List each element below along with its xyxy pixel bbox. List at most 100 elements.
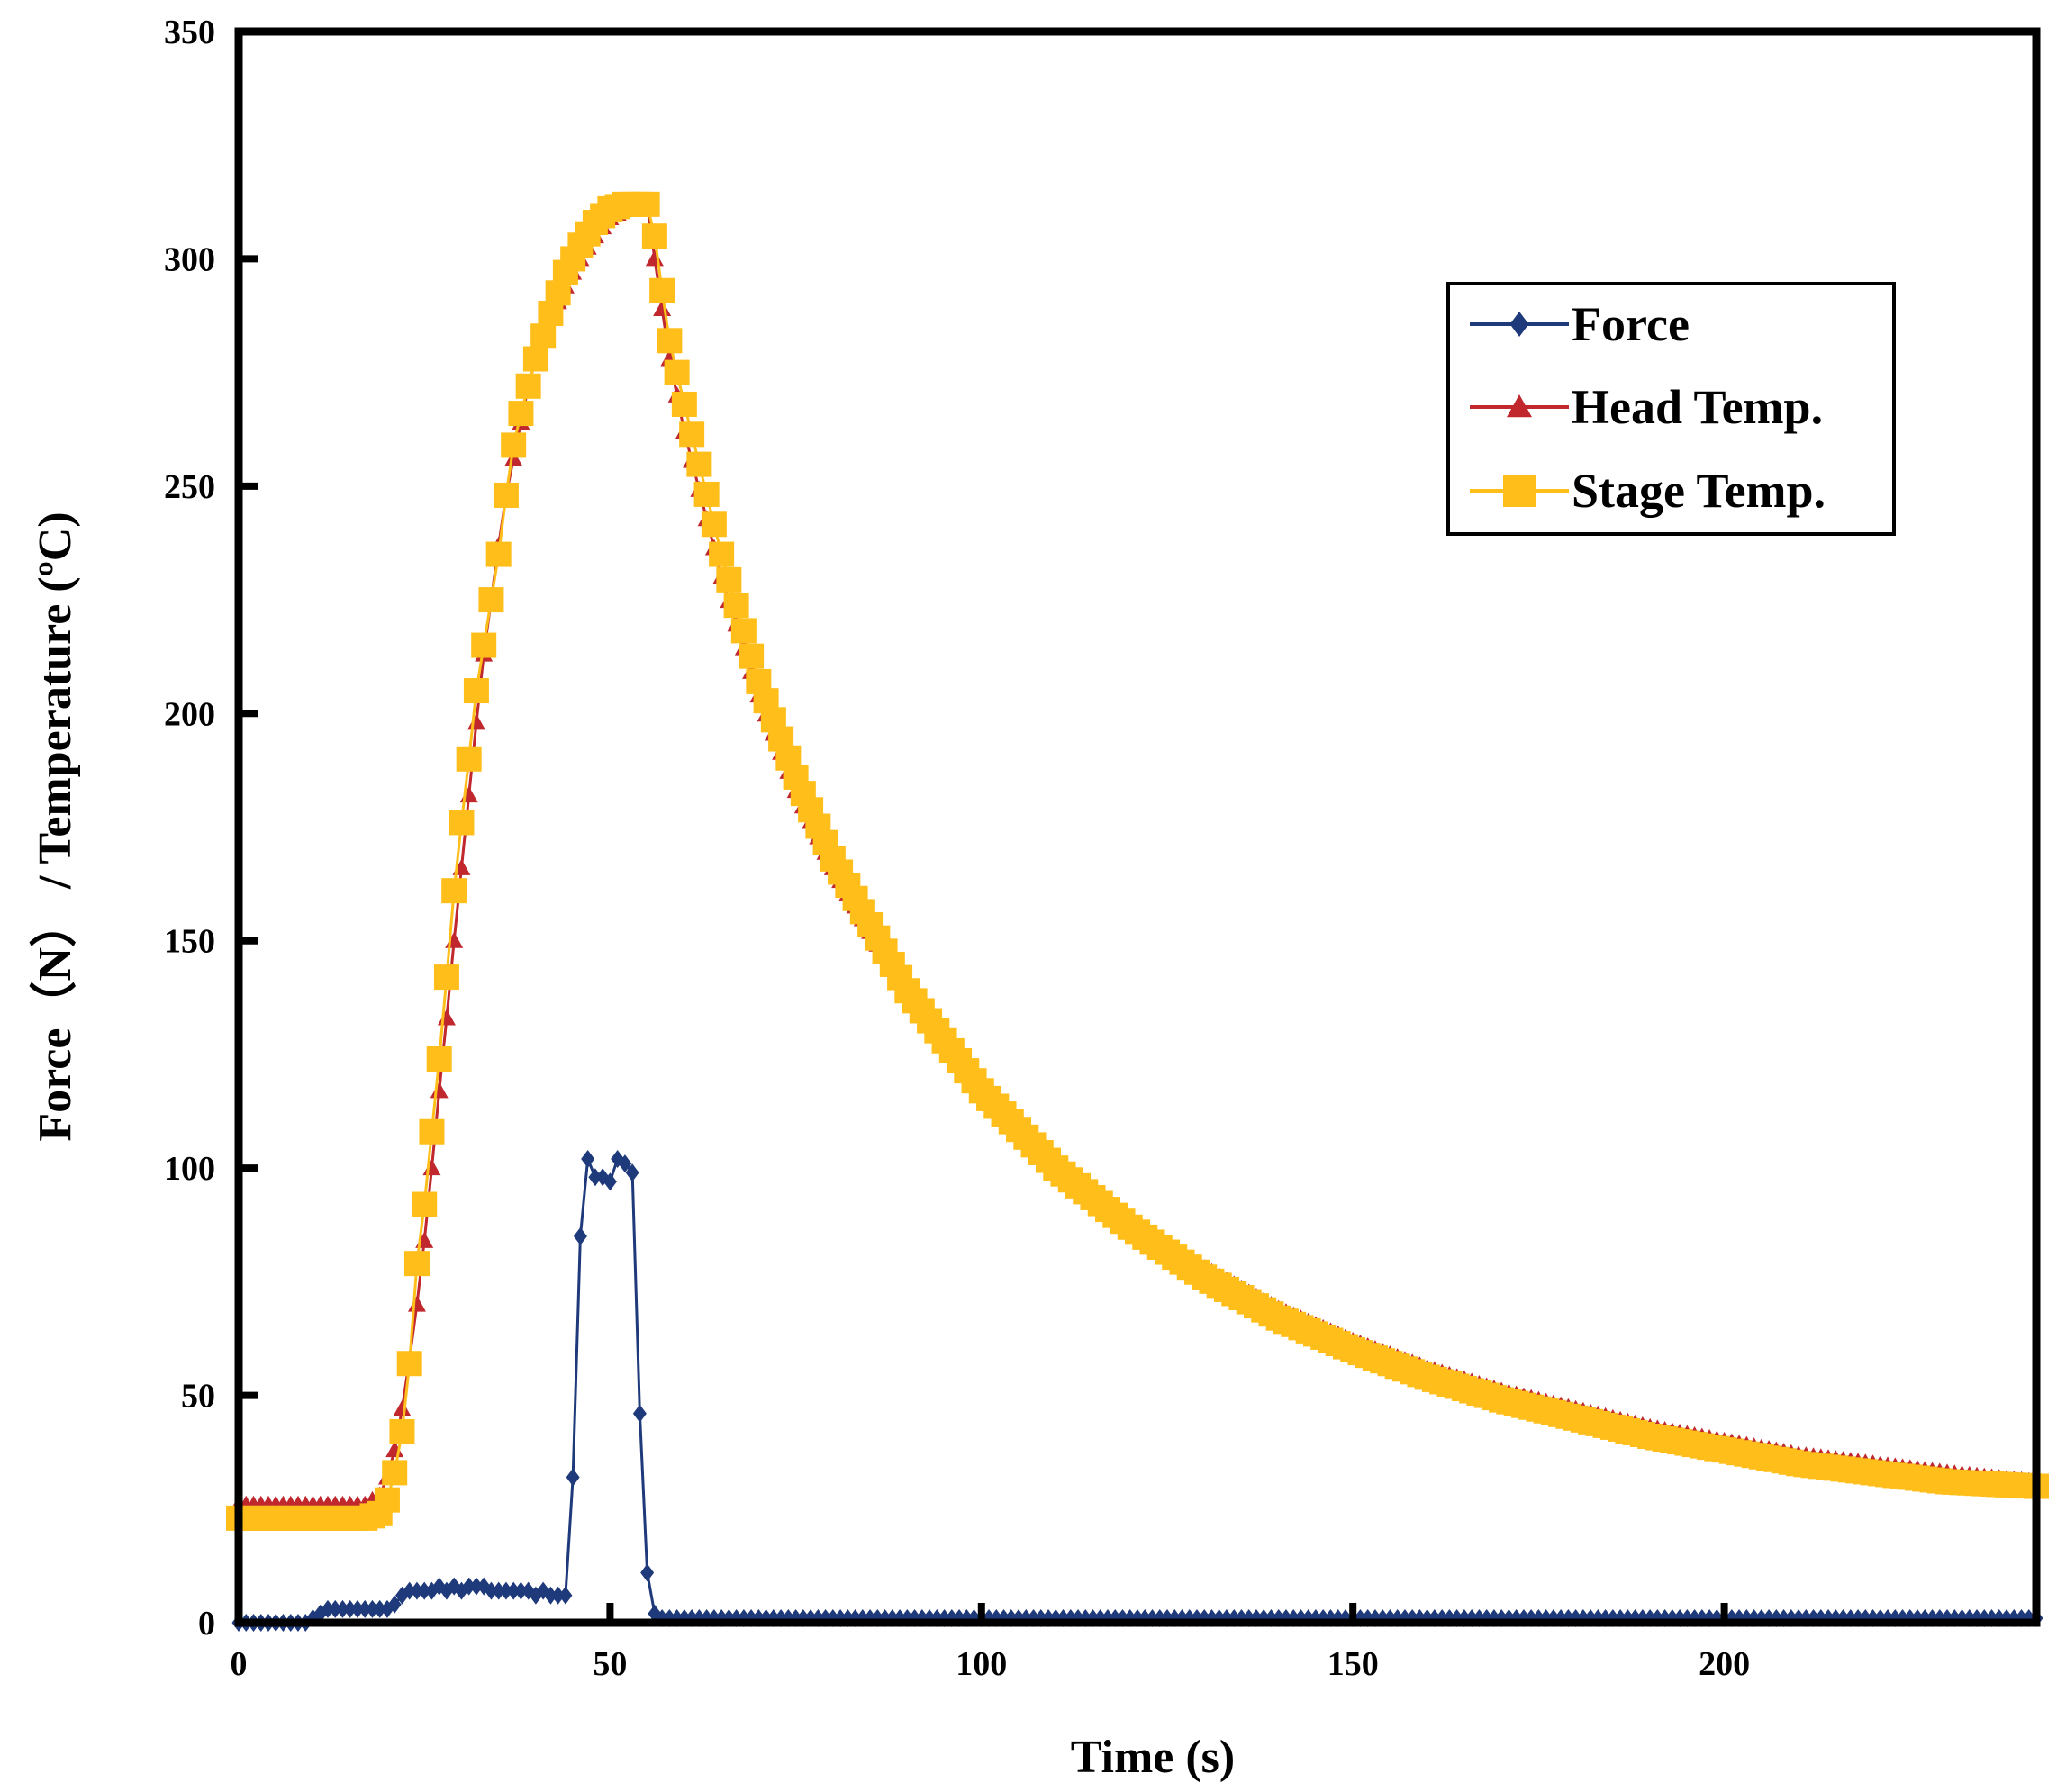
data-point: [739, 643, 765, 669]
data-point: [558, 1586, 573, 1605]
data-point: [506, 1581, 521, 1600]
data-point: [393, 1399, 412, 1416]
data-point: [645, 249, 664, 267]
data-point: [417, 1581, 431, 1600]
data-point: [469, 1577, 484, 1596]
data-point: [657, 328, 683, 354]
data-point: [410, 1581, 424, 1600]
series-stage-temp: [226, 191, 2049, 1531]
axis-layer: 0 50 100 150 200 250 300 350 0 50 100 150 200: [164, 14, 1750, 1683]
data-point: [412, 1191, 438, 1217]
data-point: [508, 401, 534, 427]
data-point: [374, 1487, 400, 1513]
y-tick-label: 150: [164, 923, 215, 961]
data-point: [335, 1599, 349, 1618]
data-point: [321, 1599, 335, 1618]
legend-label: Force: [1572, 297, 1690, 351]
data-point: [396, 1351, 422, 1377]
data-point: [445, 931, 464, 948]
data-point: [419, 1118, 445, 1145]
data-point: [551, 1586, 566, 1605]
data-point: [709, 541, 735, 567]
data-point: [543, 1586, 557, 1605]
data-point: [328, 1599, 342, 1618]
data-point: [701, 511, 727, 538]
data-point: [664, 359, 690, 385]
data-point: [456, 746, 482, 772]
data-point: [566, 1468, 580, 1487]
data-point: [686, 451, 712, 477]
data-point: [403, 1581, 417, 1600]
data-point: [478, 587, 504, 613]
data-point: [387, 1595, 402, 1614]
data-point: [588, 1168, 603, 1187]
data-point: [499, 1581, 513, 1600]
y-tick-label: 250: [164, 468, 215, 506]
data-point: [403, 1251, 430, 1277]
legend-marker: [1509, 312, 1529, 337]
data-point: [493, 482, 519, 508]
data-point: [430, 1082, 449, 1099]
data-point: [492, 1581, 506, 1600]
data-point: [463, 678, 489, 704]
x-tick-label: 100: [956, 1645, 1007, 1683]
data-point: [730, 618, 757, 644]
data-point: [437, 1009, 456, 1026]
data-point: [573, 1226, 587, 1245]
data-point: [433, 964, 459, 991]
data-point: [501, 432, 527, 458]
data-point: [358, 1599, 372, 1618]
data-point: [485, 541, 512, 567]
data-point: [426, 1045, 452, 1072]
x-tick-label: 150: [1328, 1645, 1379, 1683]
data-point: [603, 1172, 617, 1191]
data-point: [441, 878, 467, 904]
data-point: [679, 421, 705, 448]
data-point: [640, 1563, 655, 1582]
data-point: [716, 566, 742, 593]
legend-marker: [1507, 394, 1532, 418]
data-point: [467, 713, 485, 730]
data-point: [693, 481, 720, 507]
data-point: [462, 1577, 476, 1596]
x-tick-label: 200: [1699, 1645, 1750, 1683]
y-tick-label: 200: [164, 695, 215, 733]
data-point: [504, 449, 523, 466]
data-point: [632, 1404, 647, 1423]
legend-label: Head Temp.: [1572, 380, 1823, 434]
plot-frame: [234, 27, 2041, 1627]
data-point: [625, 1163, 639, 1182]
data-point: [459, 786, 478, 803]
data-point: [671, 391, 697, 417]
data-point: [449, 810, 475, 836]
data-point: [581, 1150, 595, 1169]
data-point: [407, 1295, 426, 1312]
data-point: [649, 277, 675, 303]
data-point: [515, 373, 541, 399]
data-point: [350, 1599, 365, 1618]
data-point: [484, 1581, 498, 1600]
data-point: [382, 1460, 408, 1486]
data-point: [530, 323, 557, 349]
legend-marker: [1503, 475, 1536, 507]
data-point: [365, 1599, 379, 1618]
data-point: [389, 1418, 415, 1444]
data-point: [522, 346, 548, 372]
y-tick-label: 100: [164, 1150, 215, 1188]
data-point: [634, 191, 660, 217]
y-tick-label: 300: [164, 240, 215, 278]
y-tick-label: 50: [181, 1378, 215, 1416]
data-point: [513, 1581, 528, 1600]
data-point: [723, 593, 749, 619]
legend-label: Stage Temp.: [1572, 464, 1826, 518]
x-tick-label: 0: [231, 1645, 248, 1683]
data-point: [373, 1599, 387, 1618]
x-axis-title: Time (s): [1071, 1732, 1235, 1783]
data-point: [618, 1154, 632, 1173]
data-point: [471, 632, 497, 658]
data-point: [641, 223, 667, 249]
data-point: [343, 1599, 358, 1618]
data-point: [422, 1159, 441, 1176]
legend: Force Head Temp. Stage Temp.: [1446, 282, 1896, 536]
